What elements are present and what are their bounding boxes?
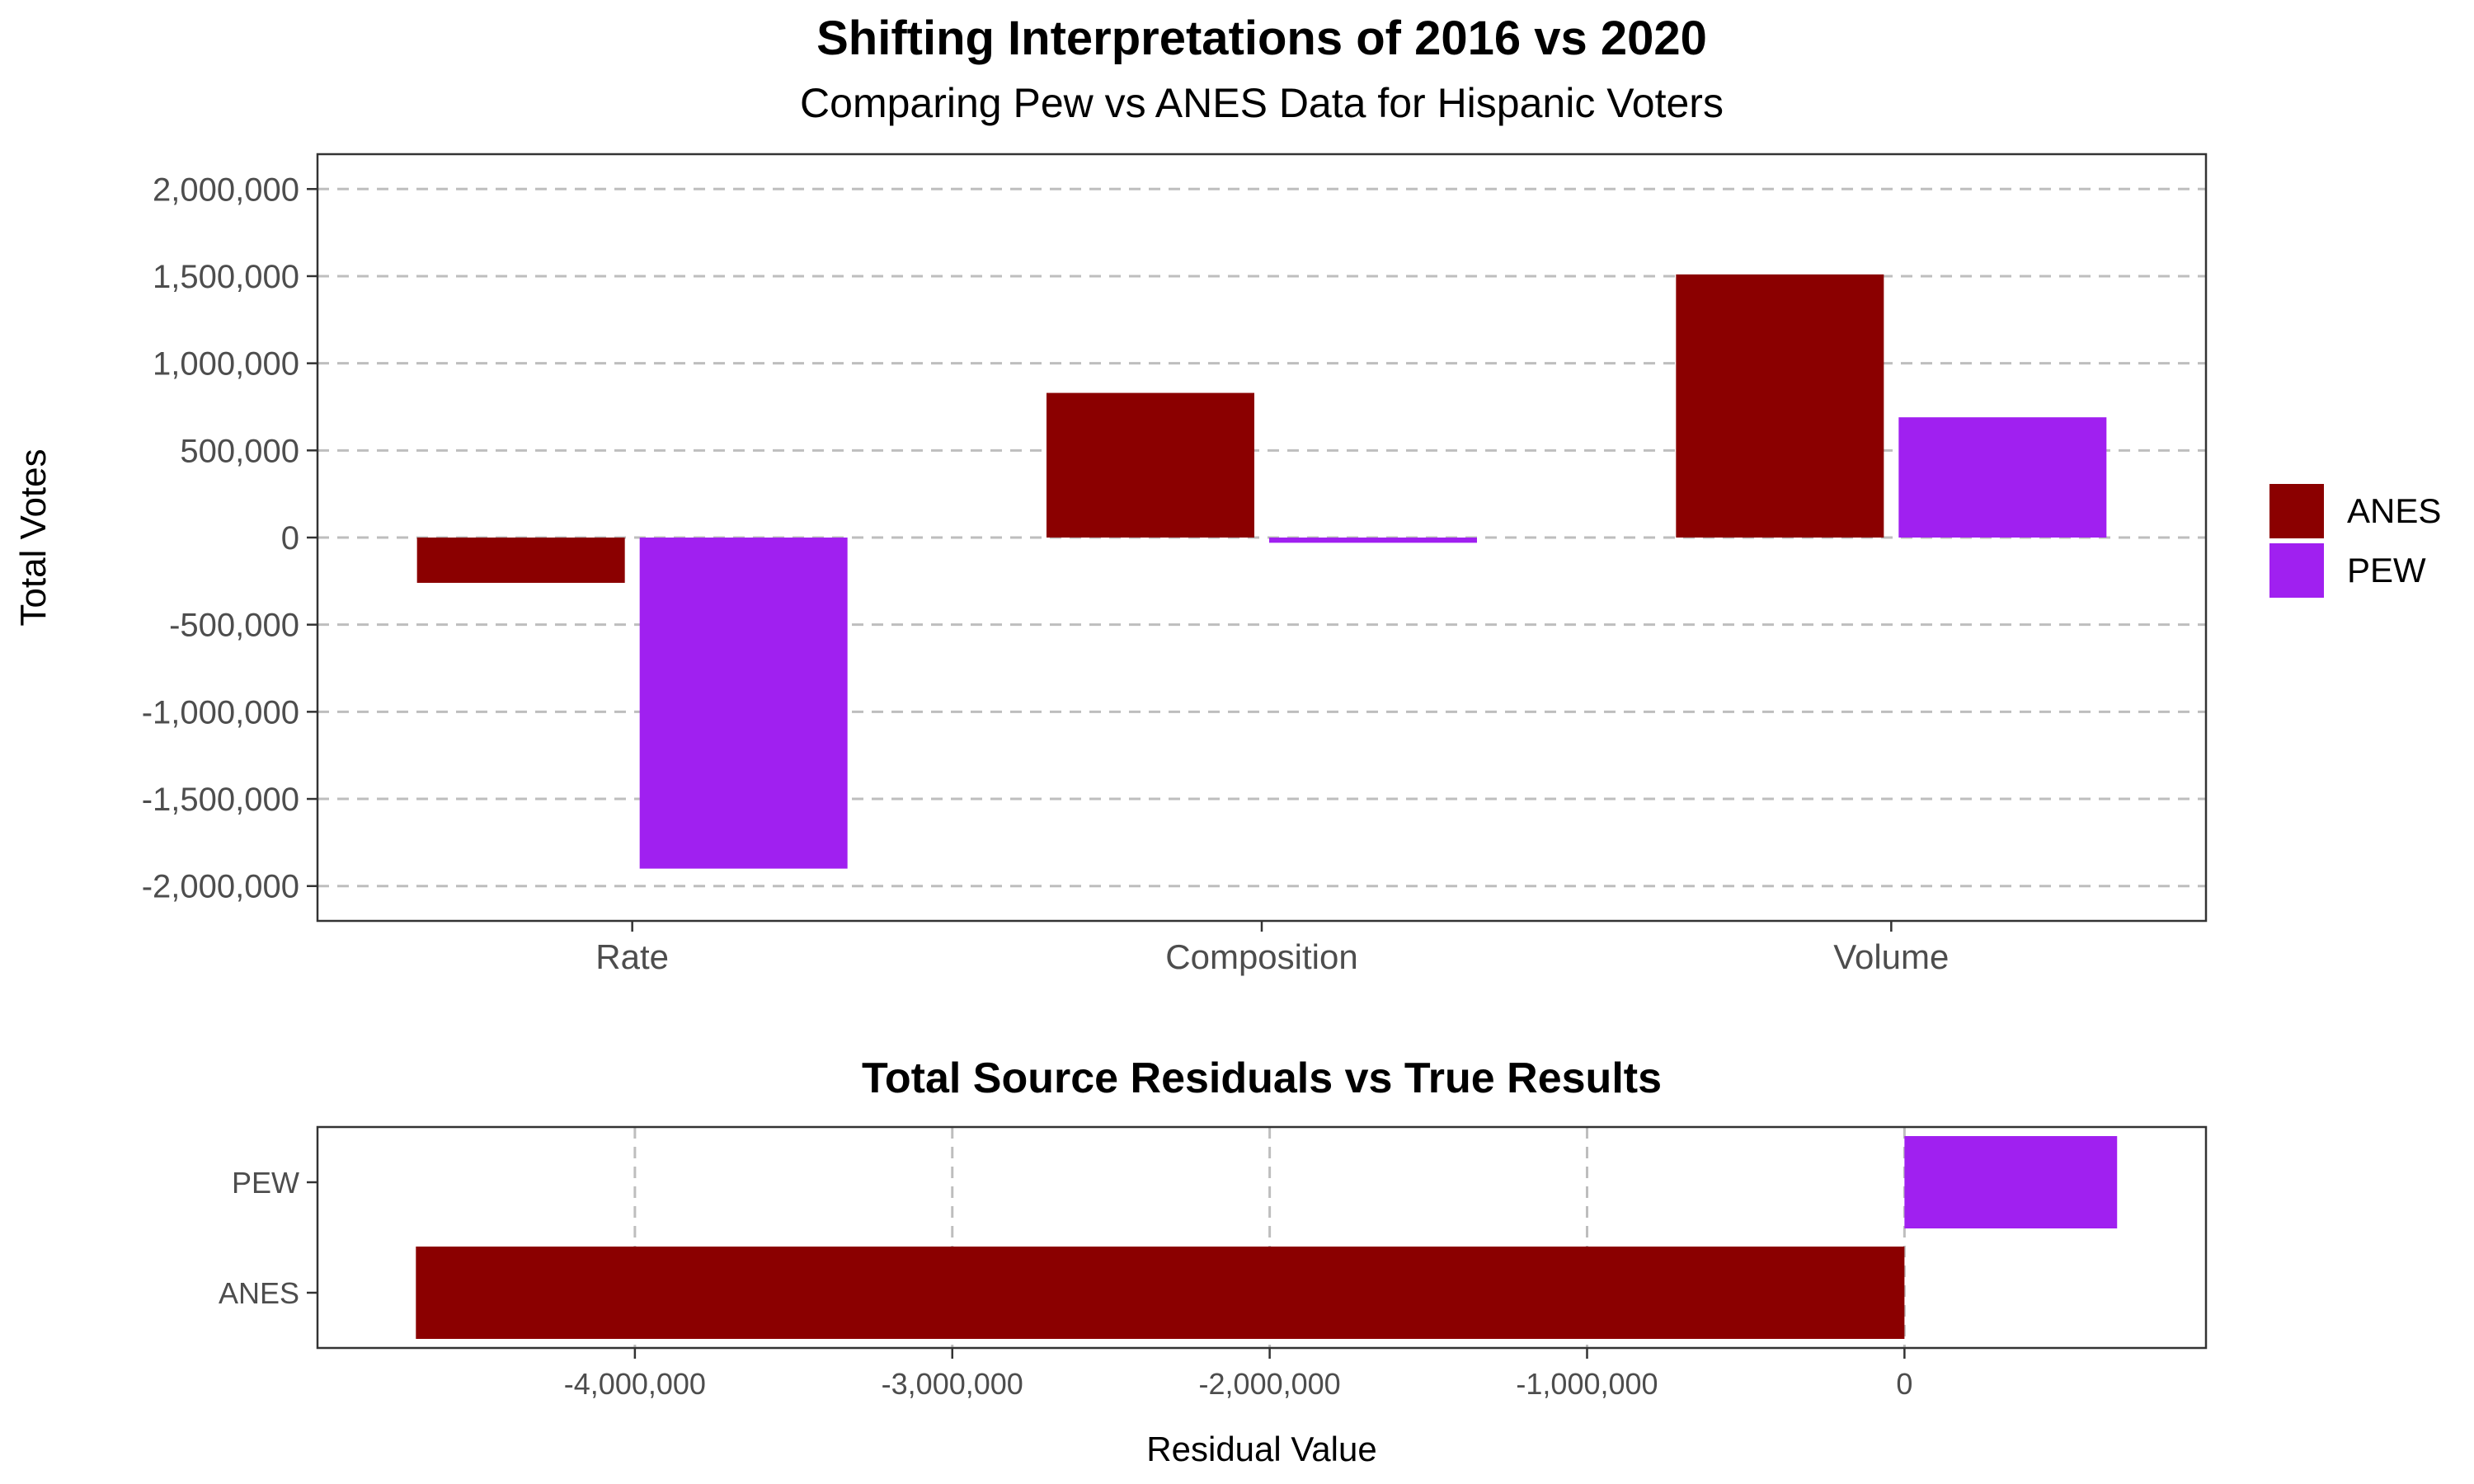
- legend-key-pew: [2269, 543, 2324, 598]
- bar-pew-composition: [1269, 538, 1477, 543]
- bottom-y-axis: ANES PEW: [219, 1166, 317, 1310]
- chart-subtitle: Comparing Pew vs ANES Data for Hispanic …: [800, 80, 1724, 126]
- top-y-axis: 2,000,000 1,500,000 1,000,000 500,000 0 -500,…: [142, 171, 317, 905]
- top-y-tick-label: -1,000,000: [142, 694, 299, 730]
- top-y-tick-label: 0: [281, 520, 299, 556]
- x-axis-title: Residual Value: [1146, 1430, 1376, 1468]
- bar-anes-composition: [1047, 392, 1254, 538]
- bottom-x-tick-label: -3,000,000: [882, 1367, 1023, 1401]
- bar-anes-volume: [1676, 274, 1884, 538]
- top-x-axis: Rate Composition Volume: [595, 921, 1949, 976]
- top-x-tick-label: Rate: [595, 937, 669, 976]
- bottom-x-tick-label: -2,000,000: [1199, 1367, 1341, 1401]
- bottom-x-axis: -4,000,000 -3,000,000 -2,000,000 -1,000,000…: [564, 1348, 1912, 1401]
- y-axis-title: Total Votes: [13, 448, 54, 626]
- legend-label-anes: ANES: [2347, 491, 2441, 530]
- bottom-y-tick-label: ANES: [219, 1276, 299, 1310]
- residuals-title: Total Source Residuals vs True Results: [862, 1054, 1662, 1102]
- legend-label-pew: PEW: [2347, 551, 2426, 589]
- legend: ANES PEW: [2269, 484, 2441, 598]
- bottom-x-tick-label: 0: [1896, 1367, 1912, 1401]
- bottom-y-tick-label: PEW: [232, 1166, 299, 1200]
- bottom-plot-panel: [316, 1125, 2208, 1350]
- residual-bar-pew: [1904, 1136, 2118, 1228]
- top-y-tick-label: 500,000: [180, 433, 299, 469]
- top-y-tick-label: -500,000: [169, 608, 299, 644]
- top-y-tick-label: -2,000,000: [142, 869, 299, 905]
- top-x-tick-label: Composition: [1165, 937, 1357, 976]
- top-x-tick-label: Volume: [1833, 937, 1949, 976]
- legend-key-anes: [2269, 484, 2324, 538]
- top-y-tick-label: 1,500,000: [153, 259, 299, 295]
- bottom-x-tick-label: -1,000,000: [1516, 1367, 1658, 1401]
- bar-anes-rate: [416, 538, 625, 583]
- top-bars: [416, 274, 2107, 869]
- top-gridlines: [317, 187, 2206, 888]
- bottom-bars: [416, 1136, 2118, 1339]
- chart-title: Shifting Interpretations of 2016 vs 2020: [816, 12, 1707, 65]
- top-y-tick-label: -1,500,000: [142, 782, 299, 818]
- bar-pew-volume: [1898, 417, 2107, 538]
- residual-bar-anes: [416, 1247, 1905, 1339]
- top-y-tick-label: 1,000,000: [153, 346, 299, 383]
- top-y-tick-label: 2,000,000: [153, 171, 299, 208]
- bar-pew-rate: [639, 538, 848, 869]
- bottom-x-tick-label: -4,000,000: [564, 1367, 706, 1401]
